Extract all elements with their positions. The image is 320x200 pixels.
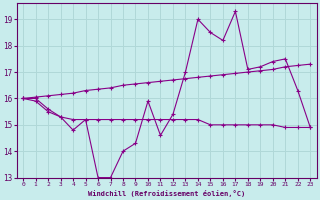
X-axis label: Windchill (Refroidissement éolien,°C): Windchill (Refroidissement éolien,°C) <box>88 190 245 197</box>
